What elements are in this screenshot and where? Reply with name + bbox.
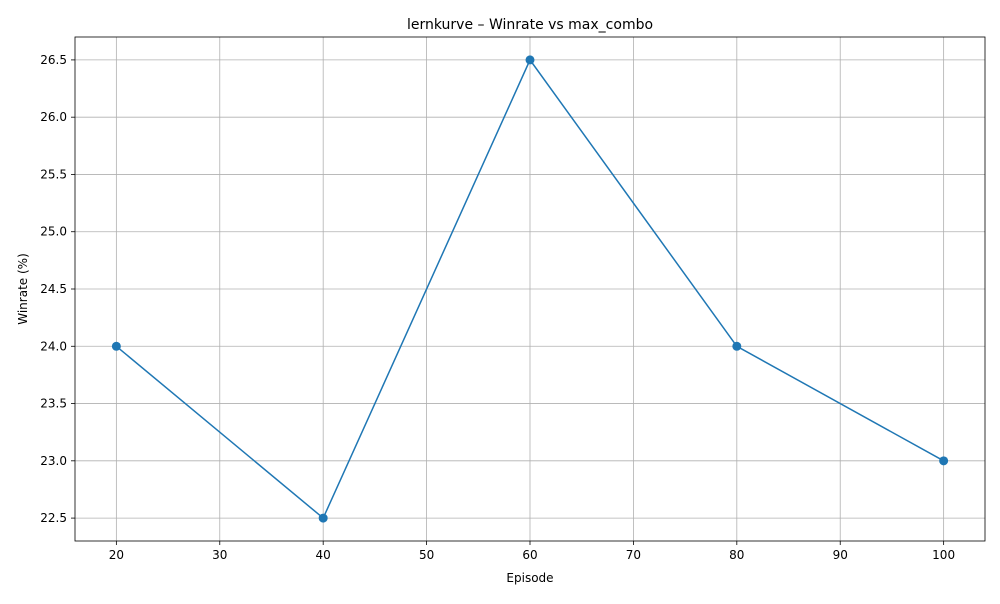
y-tick-label: 26.5 <box>40 53 67 67</box>
y-tick-label: 22.5 <box>40 511 67 525</box>
x-tick-label: 100 <box>932 548 955 562</box>
y-tick-label: 25.0 <box>40 225 67 239</box>
x-tick-label: 30 <box>212 548 227 562</box>
plot-frame <box>74 36 986 542</box>
y-tick-label: 24.0 <box>40 339 67 353</box>
x-tick-label: 20 <box>109 548 124 562</box>
x-axis-label: Episode <box>506 571 553 585</box>
data-point <box>111 341 121 351</box>
y-tick-label: 26.0 <box>40 110 67 124</box>
y-tick-label: 23.5 <box>40 397 67 411</box>
grid-lines <box>75 37 985 541</box>
y-tick-label: 25.5 <box>40 167 67 181</box>
data-point <box>525 55 535 65</box>
chart-title: lernkurve – Winrate vs max_combo <box>407 17 653 33</box>
x-tick-label: 50 <box>419 548 434 562</box>
x-tick-label: 90 <box>833 548 848 562</box>
data-point <box>318 513 328 523</box>
x-tick-label: 60 <box>522 548 537 562</box>
series-layer <box>111 55 949 523</box>
y-axis-label: Winrate (%) <box>16 253 30 325</box>
x-tick-label: 80 <box>729 548 744 562</box>
x-tick-label: 70 <box>626 548 641 562</box>
data-point <box>732 341 742 351</box>
data-point <box>939 456 949 466</box>
y-tick-label: 23.0 <box>40 454 67 468</box>
axes: 20 30 40 50 60 70 80 90 100 22.5 23.0 23.5 24.0 24.5 2… <box>40 36 986 562</box>
y-tick-label: 24.5 <box>40 282 67 296</box>
x-tick-label: 40 <box>316 548 331 562</box>
